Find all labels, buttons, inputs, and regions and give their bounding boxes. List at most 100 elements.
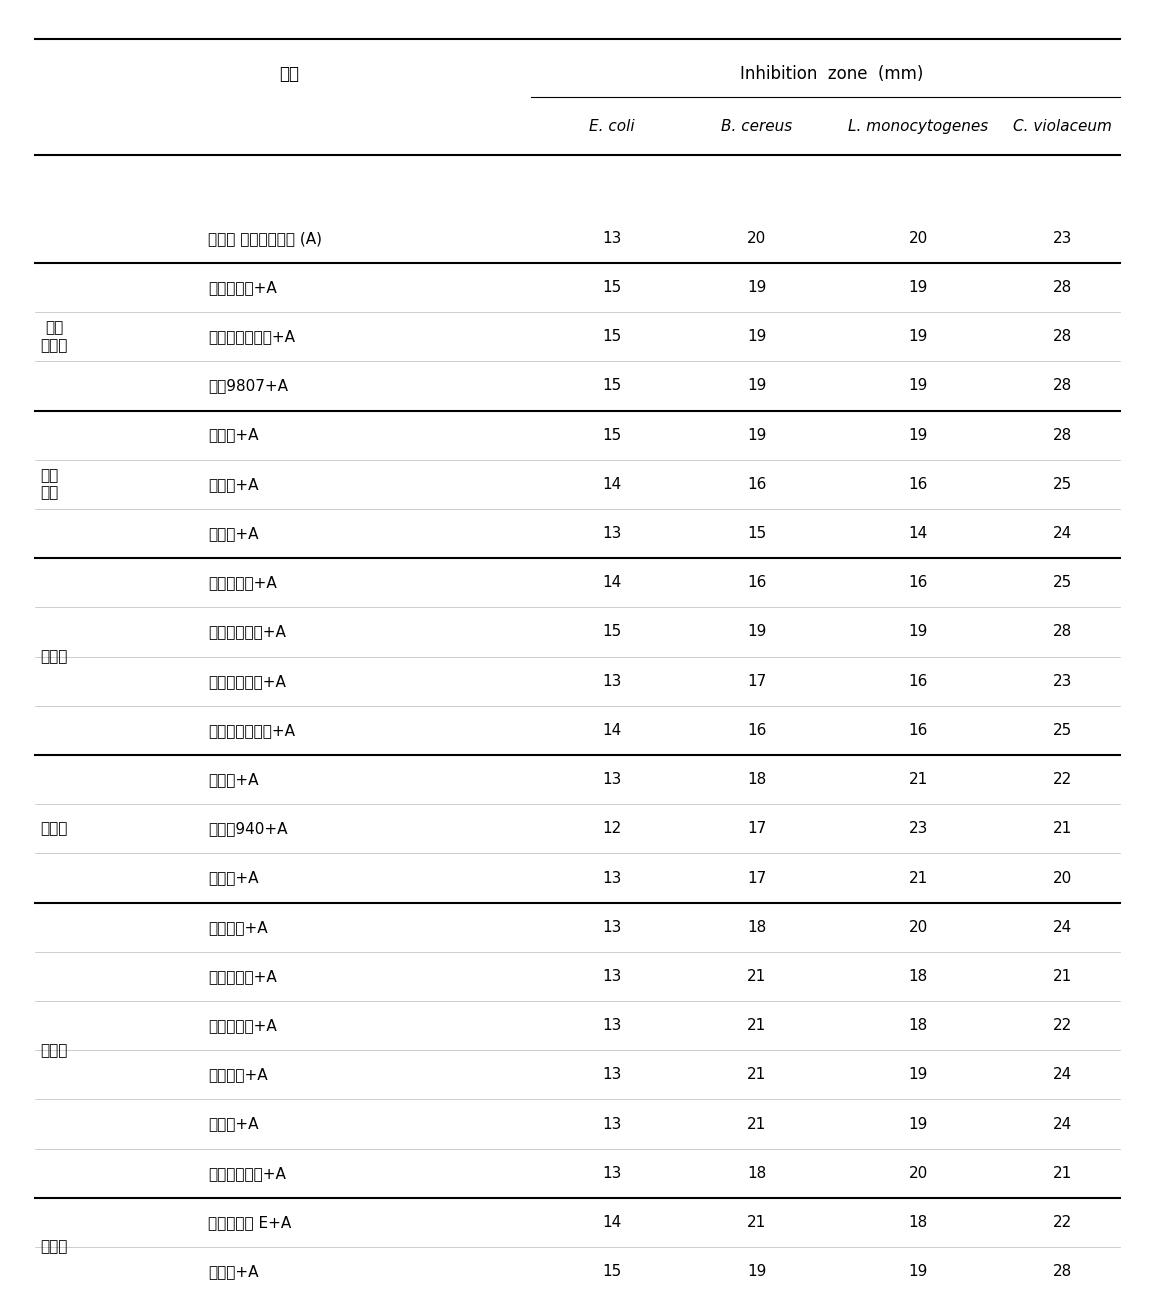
Text: 18: 18: [909, 969, 927, 984]
Text: 18: 18: [747, 919, 766, 935]
Text: 25: 25: [1053, 477, 1072, 492]
Text: 18: 18: [909, 1018, 927, 1033]
Text: 24: 24: [1053, 1067, 1072, 1083]
Text: 15: 15: [603, 280, 621, 295]
Text: 히아루론산+A: 히아루론산+A: [208, 1018, 277, 1033]
Text: 28: 28: [1053, 378, 1072, 394]
Text: 세라마이드+A: 세라마이드+A: [208, 969, 277, 984]
Text: 16: 16: [909, 673, 927, 689]
Text: 하이셀+A: 하이셀+A: [208, 870, 259, 886]
Text: 트레하+A: 트레하+A: [208, 1116, 259, 1132]
Text: 14: 14: [603, 477, 621, 492]
Text: 점증제: 점증제: [40, 821, 68, 837]
Text: 20: 20: [909, 231, 927, 246]
Text: 28: 28: [1053, 1264, 1072, 1279]
Text: 글리세린+A: 글리세린+A: [208, 919, 268, 935]
Text: 21: 21: [1053, 821, 1072, 837]
Text: 올리브리케드+A: 올리브리케드+A: [208, 673, 285, 689]
Text: 코륨9807+A: 코륨9807+A: [208, 378, 288, 394]
Text: 23: 23: [1053, 673, 1072, 689]
Text: 20: 20: [747, 231, 766, 246]
Text: 16: 16: [909, 575, 927, 591]
Text: Inhibition  zone  (mm): Inhibition zone (mm): [740, 65, 923, 83]
Text: 18: 18: [747, 1166, 766, 1181]
Text: 보존제: 보존제: [40, 1239, 68, 1255]
Text: 계면
활성제: 계면 활성제: [40, 320, 68, 354]
Text: 19: 19: [909, 280, 927, 295]
Text: 13: 13: [603, 772, 621, 787]
Text: 15: 15: [603, 1264, 621, 1279]
Text: 15: 15: [603, 378, 621, 394]
Text: 카보머940+A: 카보머940+A: [208, 821, 288, 837]
Text: 13: 13: [603, 919, 621, 935]
Text: 15: 15: [603, 329, 621, 344]
Text: 19: 19: [747, 1264, 766, 1279]
Text: 21: 21: [747, 1018, 766, 1033]
Text: 개발된 항균복합소재 (A): 개발된 항균복합소재 (A): [208, 231, 322, 246]
Text: 14: 14: [603, 723, 621, 738]
Text: 16: 16: [747, 723, 766, 738]
Text: 24: 24: [1053, 526, 1072, 541]
Text: 알로에베라곊+A: 알로에베라곊+A: [208, 1166, 285, 1181]
Text: 21: 21: [747, 969, 766, 984]
Text: 솔루빌라이저+A: 솔루빌라이저+A: [208, 624, 285, 640]
Text: 14: 14: [603, 575, 621, 591]
Text: E. coli: E. coli: [589, 119, 635, 133]
Text: 13: 13: [603, 1067, 621, 1083]
Text: 13: 13: [603, 1116, 621, 1132]
Text: 페물린+A: 페물린+A: [208, 772, 259, 787]
Text: 22: 22: [1053, 1215, 1072, 1230]
Text: 17: 17: [747, 870, 766, 886]
Text: 25: 25: [1053, 723, 1072, 738]
Text: 유화제: 유화제: [40, 649, 68, 664]
Text: 21: 21: [747, 1215, 766, 1230]
Text: 21: 21: [1053, 1166, 1072, 1181]
Text: 25: 25: [1053, 575, 1072, 591]
Text: 15: 15: [603, 427, 621, 443]
Text: 20: 20: [1053, 870, 1072, 886]
Text: 16: 16: [747, 477, 766, 492]
Text: 15: 15: [603, 624, 621, 640]
Text: 24: 24: [1053, 1116, 1072, 1132]
Text: 28: 28: [1053, 329, 1072, 344]
Text: 22: 22: [1053, 1018, 1072, 1033]
Text: 천연비타민 E+A: 천연비타민 E+A: [208, 1215, 291, 1230]
Text: 21: 21: [1053, 969, 1072, 984]
Text: 19: 19: [747, 378, 766, 394]
Text: 19: 19: [909, 1264, 927, 1279]
Text: 21: 21: [909, 870, 927, 886]
Text: 레시틴프리미엄+A: 레시틴프리미엄+A: [208, 723, 295, 738]
Text: 13: 13: [603, 1166, 621, 1181]
Text: 23: 23: [909, 821, 927, 837]
Text: 13: 13: [603, 673, 621, 689]
Text: 23: 23: [1053, 231, 1072, 246]
Text: 13: 13: [603, 231, 621, 246]
Text: 19: 19: [747, 280, 766, 295]
Text: 젠라퇴+A: 젠라퇴+A: [208, 526, 259, 541]
Text: 24: 24: [1053, 919, 1072, 935]
Text: 16: 16: [747, 575, 766, 591]
Text: 16: 16: [909, 723, 927, 738]
Text: 알란토인+A: 알란토인+A: [208, 1067, 268, 1083]
Text: 잣탄검+A: 잣탄검+A: [208, 477, 259, 492]
Text: 19: 19: [909, 378, 927, 394]
Text: 21: 21: [747, 1067, 766, 1083]
Text: 18: 18: [747, 772, 766, 787]
Text: 12: 12: [603, 821, 621, 837]
Text: 17: 17: [747, 821, 766, 837]
Text: 18: 18: [909, 1215, 927, 1230]
Text: 16: 16: [909, 477, 927, 492]
Text: 13: 13: [603, 1018, 621, 1033]
Text: 21: 21: [909, 772, 927, 787]
Text: 14: 14: [603, 1215, 621, 1230]
Text: 19: 19: [909, 1067, 927, 1083]
Text: 21: 21: [747, 1116, 766, 1132]
Text: 28: 28: [1053, 427, 1072, 443]
Text: 19: 19: [909, 427, 927, 443]
Text: 세털알코올+A: 세털알코올+A: [208, 575, 277, 591]
Text: 19: 19: [909, 329, 927, 344]
Text: 코코베타인+A: 코코베타인+A: [208, 280, 277, 295]
Text: 현탁
화제: 현탁 화제: [40, 467, 59, 501]
Text: 28: 28: [1053, 280, 1072, 295]
Text: 14: 14: [909, 526, 927, 541]
